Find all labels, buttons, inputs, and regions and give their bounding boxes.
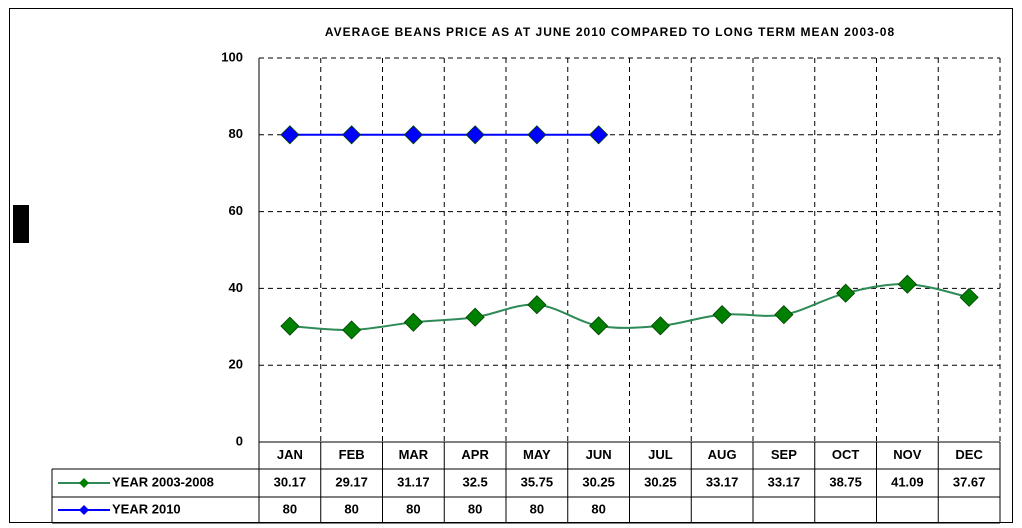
table-value: 33.17 [768,474,801,489]
y-tick-label: 0 [236,433,243,448]
y-tick-label: 60 [229,203,243,218]
y-tick-label: 40 [229,280,243,295]
marker [712,305,732,325]
table-value: 30.17 [274,474,307,489]
x-tick-label: MAY [523,447,551,462]
table-value: 29.17 [335,474,368,489]
black-block [13,205,29,243]
table-value: 80 [468,501,482,516]
x-tick-label: MAR [399,447,429,462]
x-tick-label: AUG [708,447,737,462]
marker [280,125,300,145]
legend-label: YEAR 2003-2008 [112,474,214,489]
table-value: 80 [406,501,420,516]
y-tick-label: 20 [229,357,243,372]
marker [342,125,362,145]
marker [342,320,362,340]
marker [280,316,300,336]
y-tick-label: 100 [221,49,243,64]
legend-label: YEAR 2010 [112,501,181,516]
marker [403,125,423,145]
marker [465,125,485,145]
marker [403,312,423,332]
x-tick-label: JAN [277,447,303,462]
table-value: 80 [591,501,605,516]
y-tick-label: 80 [229,126,243,141]
x-tick-label: JUN [586,447,612,462]
table-value: 41.09 [891,474,924,489]
table-value: 30.25 [644,474,677,489]
x-tick-label: NOV [893,447,922,462]
legend-marker [79,478,89,488]
table-value: 80 [283,501,297,516]
chart-title: AVERAGE BEANS PRICE AS AT JUNE 2010 COMP… [325,25,895,39]
table-value: 33.17 [706,474,739,489]
marker [465,307,485,327]
marker [774,305,794,325]
marker [527,295,547,315]
table-value: 30.25 [582,474,615,489]
table-value: 37.67 [953,474,986,489]
table-value: 80 [530,501,544,516]
marker [836,283,856,303]
marker [897,274,917,294]
table-value: 38.75 [829,474,862,489]
marker [589,125,609,145]
x-tick-label: APR [461,447,489,462]
table-value: 80 [344,501,358,516]
marker [589,316,609,336]
legend-marker [79,505,89,515]
table-value: 31.17 [397,474,430,489]
x-tick-label: OCT [832,447,860,462]
table-value: 32.5 [462,474,487,489]
x-tick-label: SEP [771,447,797,462]
x-tick-label: DEC [955,447,983,462]
x-tick-label: FEB [339,447,365,462]
marker [650,316,670,336]
marker [527,125,547,145]
x-tick-label: JUL [648,447,673,462]
frame [9,8,1013,523]
marker [959,287,979,307]
table-value: 35.75 [521,474,554,489]
